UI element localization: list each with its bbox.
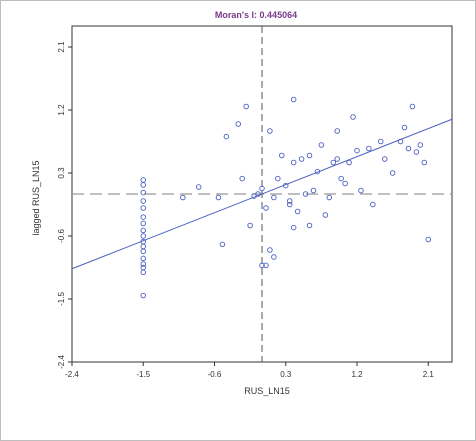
x-tick-label: 0.3	[280, 370, 292, 379]
data-point	[298, 156, 305, 162]
data-point	[314, 168, 321, 175]
data-point	[401, 124, 408, 131]
data-point	[259, 262, 265, 269]
data-point	[358, 187, 364, 194]
data-point	[180, 194, 186, 201]
data-point	[140, 261, 146, 267]
data-point	[271, 254, 277, 260]
data-point	[294, 208, 301, 215]
data-point	[405, 145, 412, 152]
data-point	[286, 201, 293, 208]
data-point	[140, 205, 146, 211]
data-point	[366, 145, 372, 152]
data-point	[283, 182, 289, 189]
data-point	[306, 152, 313, 159]
y-tick-label: 2.1	[57, 41, 66, 53]
data-point	[310, 187, 317, 194]
data-point	[350, 114, 356, 120]
data-point	[409, 103, 416, 110]
data-point	[140, 189, 146, 196]
data-point	[140, 220, 146, 227]
data-point	[378, 138, 384, 145]
data-point	[342, 180, 348, 187]
y-tick-label: 1.2	[57, 104, 66, 116]
data-point	[275, 175, 281, 182]
data-point	[263, 205, 269, 211]
data-point	[421, 159, 428, 166]
y-tick-label: 0.3	[57, 167, 66, 179]
data-point	[247, 222, 253, 229]
data-point	[389, 170, 396, 176]
data-point	[235, 121, 241, 127]
data-point	[370, 201, 376, 208]
x-tick-label: 2.1	[423, 370, 435, 379]
x-tick-label: -1.5	[136, 370, 150, 379]
data-point	[239, 175, 245, 182]
data-point	[290, 96, 297, 103]
chart-title: Moran's I: 0.445064	[215, 10, 297, 20]
x-tick-label: 1.2	[351, 370, 363, 379]
data-point	[140, 248, 146, 255]
data-point	[255, 191, 261, 197]
data-point	[381, 156, 388, 162]
data-point	[318, 142, 325, 148]
data-point	[290, 224, 297, 231]
data-point	[140, 198, 146, 204]
y-tick-label: -1.5	[57, 292, 66, 306]
data-point	[425, 236, 432, 243]
data-point	[219, 241, 226, 248]
regression-line	[71, 118, 453, 270]
data-point	[267, 128, 273, 134]
data-point	[243, 103, 249, 110]
data-point	[302, 191, 309, 197]
data-point	[306, 222, 313, 229]
data-point	[140, 292, 146, 299]
x-tick-label: -2.4	[65, 370, 79, 379]
data-point	[286, 198, 293, 204]
data-point	[413, 149, 420, 155]
x-tick-label: -0.6	[208, 370, 222, 379]
data-point	[338, 175, 344, 182]
data-point	[263, 262, 269, 269]
data-point	[259, 185, 265, 192]
x-axis-label: RUS_LN15	[244, 386, 290, 396]
data-point	[140, 214, 146, 220]
data-point	[279, 152, 285, 159]
data-point	[322, 212, 329, 218]
data-point	[334, 156, 340, 162]
data-point	[140, 182, 146, 188]
data-point	[223, 133, 230, 140]
data-point	[140, 233, 146, 239]
data-point	[346, 159, 352, 166]
data-point	[354, 147, 360, 154]
y-tick-label: -0.6	[57, 229, 66, 243]
data-point	[326, 194, 333, 201]
data-point	[417, 142, 424, 148]
y-axis-label: lagged RUS_LN15	[31, 160, 41, 235]
data-point	[334, 128, 340, 134]
data-point	[195, 184, 202, 190]
data-point	[271, 194, 277, 201]
data-point	[140, 255, 146, 262]
data-point	[290, 159, 297, 166]
data-point	[140, 269, 146, 276]
data-point	[267, 247, 273, 253]
y-tick-label: -2.4	[57, 355, 66, 369]
data-point	[140, 227, 146, 234]
data-point	[330, 159, 337, 166]
data-point	[397, 138, 404, 145]
data-point	[215, 194, 222, 201]
